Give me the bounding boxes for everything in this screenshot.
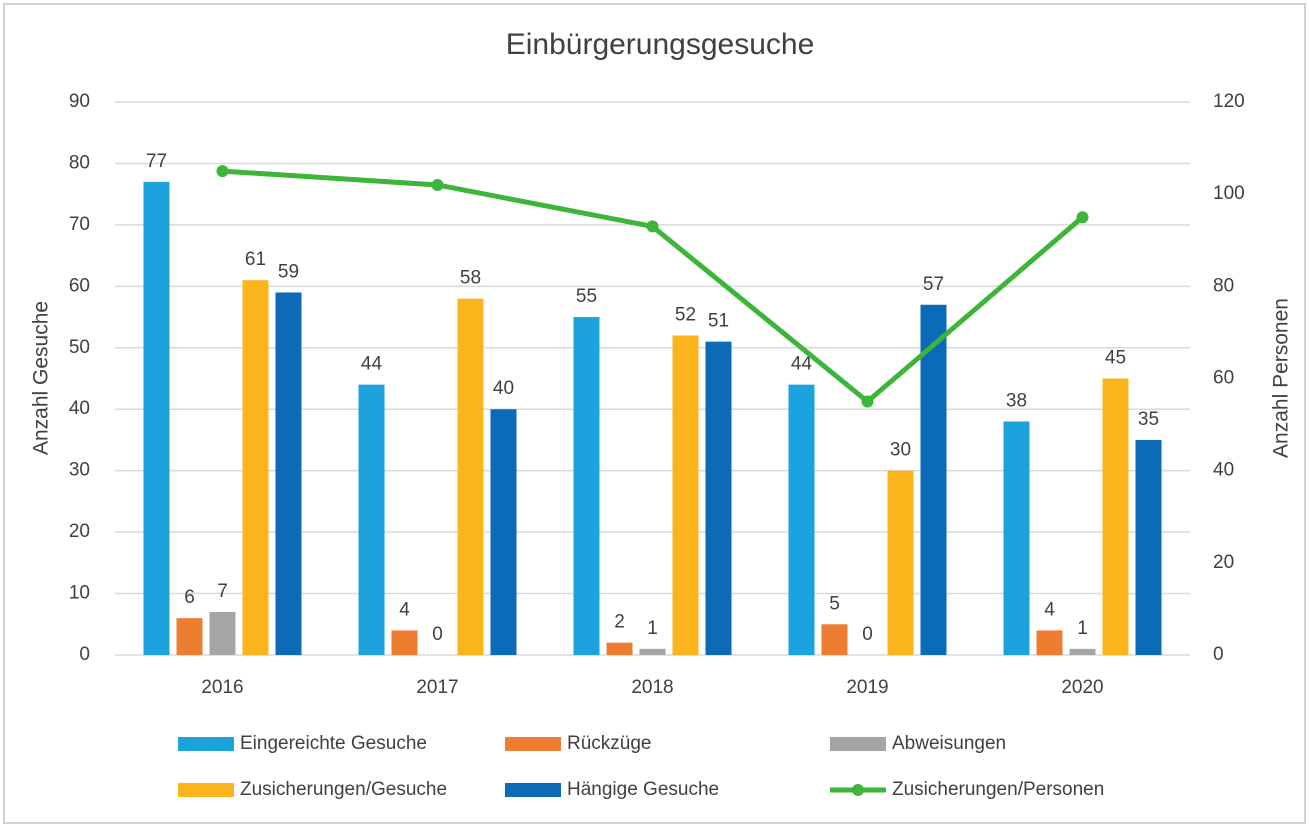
data-label: 52 — [675, 305, 696, 326]
bar — [176, 618, 203, 655]
chart-title: Einbürgerungsgesuche — [506, 28, 815, 61]
line-point — [646, 220, 659, 233]
data-label: 6 — [184, 587, 195, 608]
data-label: 57 — [923, 274, 944, 295]
y2-tick-label: 20 — [1213, 552, 1234, 573]
legend-marker — [178, 737, 234, 751]
legend-marker — [178, 783, 234, 797]
bar — [1003, 421, 1030, 655]
data-label: 51 — [708, 311, 729, 332]
y-tick-label: 40 — [69, 398, 90, 419]
y-tick-label: 90 — [69, 91, 90, 112]
data-label: 7 — [217, 581, 228, 602]
y-axis-title: Anzahl Gesuche — [30, 301, 53, 455]
data-label: 77 — [146, 151, 167, 172]
data-label: 2 — [614, 612, 625, 633]
legend-marker — [505, 737, 561, 751]
bar — [573, 317, 600, 655]
data-label: 44 — [791, 354, 813, 375]
bar — [639, 648, 666, 655]
y-tick-label: 10 — [69, 583, 90, 604]
legend-marker — [852, 784, 864, 796]
bar — [242, 280, 269, 655]
bar — [606, 642, 633, 655]
y-tick-label: 30 — [69, 460, 90, 481]
data-label: 45 — [1105, 348, 1126, 369]
line-point — [216, 165, 229, 178]
y-tick-label: 20 — [69, 521, 90, 542]
y-tick-label: 70 — [69, 214, 90, 235]
y2-axis-title: Anzahl Personen — [1270, 298, 1293, 458]
data-label: 1 — [647, 618, 658, 639]
y-tick-label: 0 — [79, 644, 90, 665]
y2-tick-label: 40 — [1213, 460, 1234, 481]
y-tick-label: 50 — [69, 337, 90, 358]
y2-tick-label: 100 — [1213, 183, 1245, 204]
data-label: 55 — [576, 286, 597, 307]
bar — [490, 409, 517, 655]
y-tick-label: 80 — [69, 152, 90, 173]
bar — [705, 341, 732, 655]
bar — [1069, 648, 1096, 655]
bar — [358, 384, 385, 655]
y2-tick-label: 0 — [1213, 644, 1224, 665]
bar — [275, 292, 302, 655]
y2-tick-label: 80 — [1213, 275, 1234, 296]
data-label: 44 — [361, 354, 383, 375]
x-tick-label: 2018 — [631, 677, 673, 698]
bar — [1135, 439, 1162, 655]
data-label: 61 — [245, 249, 266, 270]
x-tick-label: 2019 — [846, 677, 888, 698]
data-label: 4 — [399, 599, 410, 620]
legend-label: Eingereichte Gesuche — [240, 733, 427, 754]
legend-label: Zusicherungen/Personen — [892, 779, 1104, 800]
data-label: 5 — [829, 593, 840, 614]
data-label: 4 — [1044, 599, 1055, 620]
legend-label: Zusicherungen/Gesuche — [240, 779, 447, 800]
data-label: 0 — [432, 624, 443, 645]
line-point — [1076, 211, 1089, 224]
chart-frame — [3, 3, 1306, 824]
bar — [920, 304, 947, 655]
line-point — [431, 178, 444, 191]
x-tick-label: 2016 — [201, 677, 243, 698]
data-label: 40 — [493, 378, 514, 399]
y2-tick-label: 120 — [1213, 91, 1245, 112]
data-label: 38 — [1006, 391, 1027, 412]
data-label: 59 — [278, 261, 299, 282]
bar — [1036, 630, 1063, 655]
bar — [672, 335, 699, 655]
data-label: 30 — [890, 440, 911, 461]
data-label: 35 — [1138, 409, 1159, 430]
legend-label: Abweisungen — [892, 733, 1006, 754]
bar — [887, 470, 914, 655]
bar — [457, 298, 484, 655]
bar — [1102, 378, 1129, 655]
y2-tick-label: 60 — [1213, 368, 1234, 389]
x-tick-label: 2017 — [416, 677, 458, 698]
bar — [143, 181, 170, 655]
bar — [391, 630, 418, 655]
data-label: 58 — [460, 268, 481, 289]
data-label: 0 — [862, 624, 873, 645]
data-label: 1 — [1077, 618, 1088, 639]
legend-label: Hängige Gesuche — [567, 779, 719, 800]
legend-marker — [505, 783, 561, 797]
bar — [209, 611, 236, 655]
line-point — [861, 395, 874, 408]
legend-label: Rückzüge — [567, 733, 652, 754]
legend-marker — [830, 737, 886, 751]
bar — [821, 624, 848, 655]
x-tick-label: 2020 — [1061, 677, 1103, 698]
y-tick-label: 60 — [69, 275, 90, 296]
bar — [788, 384, 815, 655]
